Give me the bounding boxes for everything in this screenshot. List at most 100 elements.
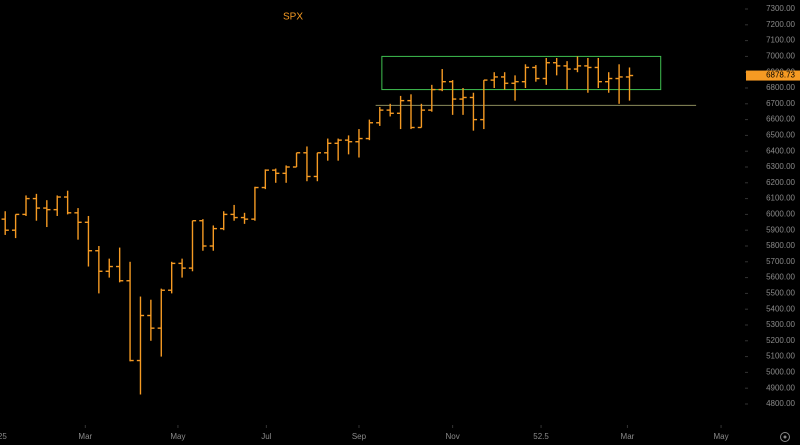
y-tick-label: 5500.00: [766, 289, 795, 298]
ohlc-bar: [84, 215, 93, 267]
y-tick-label: 6800.00: [766, 83, 795, 92]
x-tick-label: May: [170, 432, 185, 441]
ohlc-bar: [116, 247, 124, 283]
ohlc-bar: [95, 245, 103, 294]
ohlc-bar: [490, 72, 498, 89]
y-tick-label: 7000.00: [766, 52, 795, 61]
y-tick-label: 6400.00: [766, 146, 795, 155]
y-tick-label: 5200.00: [766, 336, 795, 345]
ohlc-bar: [386, 103, 394, 117]
ohlc-bar: [532, 65, 540, 82]
ohlc-bar: [594, 57, 602, 89]
ohlc-bar: [147, 299, 155, 341]
ohlc-bar: [396, 95, 405, 130]
ohlc-bar: [126, 261, 134, 362]
ohlc-bar: [303, 146, 311, 182]
ohlc-bar: [365, 119, 374, 141]
x-tick-label: Mar: [621, 432, 635, 441]
settings-icon[interactable]: [780, 432, 790, 442]
range-box: [381, 55, 662, 91]
y-tick-label: 5600.00: [766, 273, 795, 282]
ohlc-bar: [417, 103, 426, 129]
x-tick-label: Jul: [261, 432, 271, 441]
ohlc-bar: [157, 288, 165, 357]
y-tick-label: 7100.00: [766, 36, 795, 45]
y-tick-label: 6000.00: [766, 210, 795, 219]
ohlc-bar: [1, 211, 9, 235]
y-tick-label: 6500.00: [766, 131, 795, 140]
ohlc-bar: [63, 190, 72, 215]
y-tick-label: 5700.00: [766, 257, 795, 266]
last-price-label: 6878.73: [766, 71, 795, 80]
x-tick-label: 52.5: [533, 432, 549, 441]
last-price-tag: [746, 70, 800, 81]
ohlc-bar: [625, 67, 634, 101]
ohlc-bar: [542, 57, 550, 85]
ohlc-bar: [334, 138, 342, 161]
ohlc-bar: [199, 219, 207, 251]
ohlc-bar: [376, 106, 384, 126]
x-tick-label: Nov: [446, 432, 460, 441]
y-tick-label: 7200.00: [766, 20, 795, 29]
ohlc-bar: [324, 138, 332, 161]
ohlc-bar: [251, 186, 259, 221]
y-tick-label: 5800.00: [766, 241, 795, 250]
ohlc-bar: [344, 135, 353, 155]
ohlc-bar: [511, 75, 519, 101]
ohlc-bar: [188, 220, 197, 272]
ohlc-bar: [261, 169, 269, 190]
y-tick-label: 4800.00: [766, 399, 795, 408]
ohlc-bar: [428, 84, 436, 112]
ohlc-bar: [32, 193, 41, 221]
ohlc-bar: [22, 195, 30, 216]
ohlc-bar: [459, 88, 467, 115]
y-tick-label: 6700.00: [766, 99, 795, 108]
ohlc-bar: [74, 208, 82, 240]
ohlc-bar: [220, 211, 228, 231]
ohlc-bar: [43, 200, 51, 228]
y-tick-label: 5900.00: [766, 225, 795, 234]
x-tick-label: Sep: [352, 432, 367, 441]
x-tick-label: May: [714, 432, 729, 441]
x-tick-label: 2025: [0, 432, 7, 441]
y-tick-label: 5100.00: [766, 352, 795, 361]
ohlc-bar: [584, 57, 592, 93]
ohlc-bar: [501, 72, 509, 90]
ohlc-bar: [230, 204, 238, 221]
ohlc-bar: [282, 165, 290, 183]
x-tick-label: Mar: [78, 432, 92, 441]
ohlc-bar: [615, 64, 623, 104]
y-tick-label: 6600.00: [766, 115, 795, 124]
ohlc-bar: [136, 296, 145, 395]
ohlc-bar: [240, 212, 249, 224]
ohlc-bar: [605, 72, 613, 93]
ohlc-bar: [407, 94, 415, 130]
ohlc-bar: [563, 61, 571, 90]
y-tick-label: 7300.00: [766, 4, 795, 13]
chart-title: SPX: [283, 12, 303, 23]
ohlc-bar: [53, 195, 61, 216]
ohlc-bar: [178, 258, 186, 278]
ohlc-bar: [313, 152, 321, 182]
ohlc-bar: [209, 225, 217, 251]
y-tick-label: 5300.00: [766, 320, 795, 329]
y-tick-label: 6300.00: [766, 162, 795, 171]
ohlc-bar: [553, 57, 561, 76]
y-tick-label: 5000.00: [766, 367, 795, 376]
ohlc-bar: [292, 152, 301, 168]
y-tick-label: 6200.00: [766, 178, 795, 187]
ohlc-bar: [573, 56, 582, 73]
y-tick-label: 5400.00: [766, 304, 795, 313]
ohlc-bar: [105, 258, 113, 278]
y-tick-label: 6100.00: [766, 194, 795, 203]
ohlc-bar: [355, 129, 363, 158]
ohlc-bar: [438, 69, 446, 92]
ohlc-bar: [272, 168, 280, 183]
ohlc-bar: [521, 64, 530, 89]
ohlc-bar: [11, 213, 20, 239]
ohlc-bar: [448, 80, 457, 115]
ohlc-bar: [469, 92, 478, 131]
y-tick-label: 4900.00: [766, 383, 795, 392]
